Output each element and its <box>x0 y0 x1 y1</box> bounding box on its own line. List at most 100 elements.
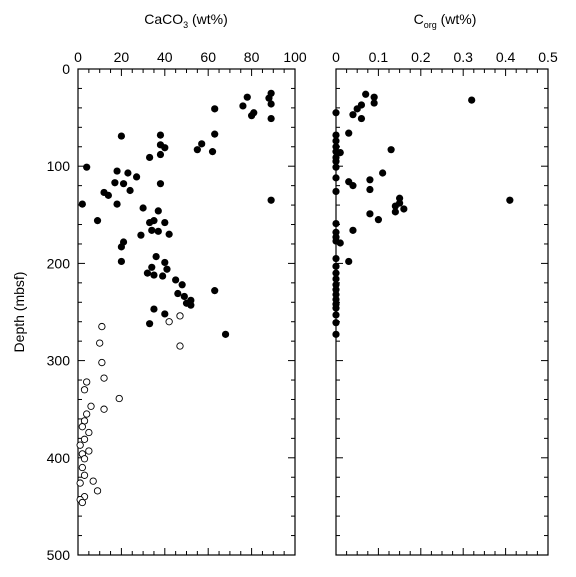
corg-filled-point <box>468 96 476 104</box>
corg-filled-point <box>332 275 340 283</box>
corg-title: Corg (wt%) <box>414 11 477 30</box>
caco3-open-point <box>78 463 86 472</box>
caco3-filled-point <box>221 330 230 338</box>
caco3-filled-point <box>265 94 273 102</box>
caco3-filled-point <box>126 186 134 195</box>
caco3-filled-point <box>132 173 141 181</box>
caco3-filled-point <box>156 150 165 159</box>
caco3-plot-frame <box>77 68 296 556</box>
caco3-filled-point <box>124 169 132 177</box>
corg-filled-point <box>332 157 340 165</box>
corg-filled-point <box>506 196 514 204</box>
caco3-filled-point <box>113 200 121 208</box>
caco3-filled-point <box>117 257 125 266</box>
y-tick-label: 400 <box>47 450 71 466</box>
caco3-filled-point <box>174 289 182 298</box>
corg-filled-point <box>387 146 395 154</box>
corg-x-tick-label: 0.2 <box>411 49 431 65</box>
caco3-filled-point <box>178 281 186 289</box>
caco3-filled-point <box>113 167 121 175</box>
caco3-open-point <box>80 435 89 443</box>
corg-x-tick-label: 0.4 <box>496 49 516 65</box>
caco3-filled-point <box>267 196 275 204</box>
caco3-open-point <box>176 312 184 320</box>
caco3-filled-point <box>180 292 188 301</box>
corg-filled-point <box>349 226 357 234</box>
corg-filled-point <box>370 93 378 101</box>
corg-filled-point <box>391 208 399 216</box>
caco3-open-point <box>87 402 95 410</box>
caco3-open-point <box>83 378 91 386</box>
caco3-filled-point <box>154 207 162 215</box>
caco3-open-point <box>85 447 93 455</box>
caco3-filled-point <box>193 146 201 154</box>
caco3-filled-point <box>165 230 173 238</box>
corg-filled-point <box>391 202 399 210</box>
caco3-filled-point <box>243 93 251 101</box>
caco3-filled-point <box>148 263 156 271</box>
caco3-filled-point <box>137 231 145 239</box>
corg-filled-point <box>366 176 374 184</box>
caco3-filled-point <box>248 112 256 120</box>
caco3-filled-point <box>208 148 217 156</box>
caco3-filled-point <box>239 102 247 110</box>
caco3-filled-point <box>146 320 154 328</box>
caco3-filled-point <box>119 180 128 188</box>
caco3-filled-point <box>161 218 169 227</box>
corg-filled-point <box>379 169 387 177</box>
corg-filled-point <box>332 163 340 171</box>
corg-x-tick-label: 0.1 <box>369 49 389 65</box>
caco3-filled-point <box>211 130 219 138</box>
corg-filled-point <box>332 330 340 338</box>
caco3-filled-point <box>146 218 154 227</box>
caco3-filled-point <box>211 105 219 113</box>
caco3-filled-point <box>154 227 162 235</box>
caco3-filled-point <box>156 180 165 188</box>
caco3-open-point <box>115 394 123 403</box>
corg-filled-point <box>366 185 374 194</box>
y-tick-label: 100 <box>47 158 71 174</box>
caco3-filled-point <box>161 258 169 267</box>
corg-x-tick-label: 0.5 <box>538 49 558 65</box>
caco3-filled-point <box>117 243 125 251</box>
caco3-filled-point <box>198 140 206 148</box>
y-tick-label: 0 <box>62 61 70 77</box>
caco3-filled-point <box>172 276 180 284</box>
caco3-filled-point <box>150 271 158 279</box>
corg-filled-point <box>332 319 340 327</box>
caco3-filled-point <box>93 217 102 225</box>
caco3-open-point <box>76 479 84 487</box>
corg-x-tick-label: 0.3 <box>453 49 473 65</box>
corg-filled-point <box>332 262 340 270</box>
y-tick-label: 300 <box>47 353 71 369</box>
corg-filled-point <box>357 114 366 123</box>
caco3-x-tick-label: 80 <box>244 49 260 65</box>
caco3-x-tick-label: 0 <box>74 49 82 65</box>
caco3-open-point <box>85 428 93 437</box>
caco3-open-point <box>98 322 106 331</box>
caco3-filled-point <box>159 272 167 280</box>
caco3-open-point <box>83 410 91 418</box>
caco3-x-tick-label: 60 <box>200 49 216 65</box>
caco3-open-point <box>93 487 102 495</box>
y-tick-label: 200 <box>47 255 71 271</box>
corg-filled-point <box>362 90 370 98</box>
corg-filled-point <box>353 105 361 113</box>
caco3-open-point <box>100 374 108 382</box>
caco3-open-point <box>78 498 86 507</box>
corg-plot-frame <box>335 68 549 556</box>
corg-filled-point <box>336 239 344 247</box>
corg-filled-point <box>336 148 344 157</box>
corg-filled-point <box>366 210 374 218</box>
corg-filled-point <box>332 219 340 228</box>
y-tick-label: 500 <box>47 547 71 563</box>
caco3-open-point <box>96 339 104 347</box>
caco3-filled-point <box>143 269 152 277</box>
caco3-open-point <box>80 386 89 394</box>
caco3-filled-point <box>156 131 165 139</box>
caco3-x-tick-label: 40 <box>157 49 173 65</box>
caco3-filled-point <box>161 310 169 318</box>
y-axis-label: Depth (mbsf) <box>11 272 27 353</box>
caco3-open-point <box>176 342 184 350</box>
